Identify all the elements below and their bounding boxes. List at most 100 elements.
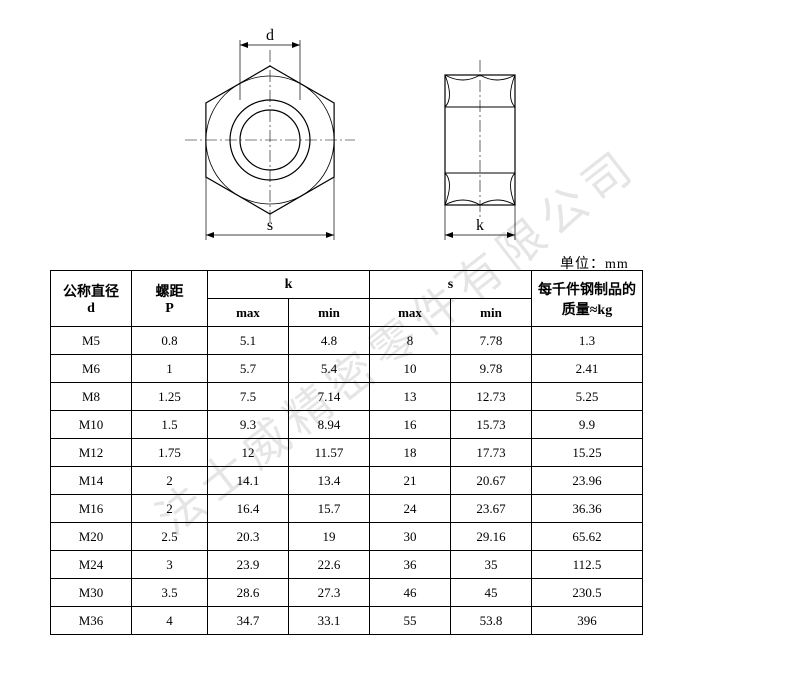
cell-d: M8	[51, 383, 132, 411]
cell-q: 9.9	[532, 411, 643, 439]
diagram-svg: d s	[150, 20, 590, 245]
cell-p: 2	[132, 467, 208, 495]
cell-kmax: 28.6	[208, 579, 289, 607]
header-row-1: 公称直径 d 螺距 P k s 每千件钢制品的 质量≈kg	[51, 271, 643, 299]
cell-smin: 12.73	[451, 383, 532, 411]
cell-smin: 45	[451, 579, 532, 607]
cell-d: M16	[51, 495, 132, 523]
cell-q: 112.5	[532, 551, 643, 579]
hdr-s-min: min	[451, 299, 532, 327]
cell-q: 1.3	[532, 327, 643, 355]
table-row: M101.59.38.941615.739.9	[51, 411, 643, 439]
cell-q: 5.25	[532, 383, 643, 411]
hdr-mass: 每千件钢制品的 质量≈kg	[532, 271, 643, 327]
cell-d: M24	[51, 551, 132, 579]
cell-kmin: 22.6	[289, 551, 370, 579]
cell-smax: 21	[370, 467, 451, 495]
hdr-d-line1: 公称直径	[51, 281, 131, 301]
cell-smax: 55	[370, 607, 451, 635]
table-row: M36434.733.15553.8396	[51, 607, 643, 635]
cell-q: 2.41	[532, 355, 643, 383]
cell-kmin: 33.1	[289, 607, 370, 635]
hdr-s: s	[370, 271, 532, 299]
table-row: M303.528.627.34645230.5	[51, 579, 643, 607]
table-row: M14214.113.42120.6723.96	[51, 467, 643, 495]
hdr-d-line2: d	[51, 301, 131, 317]
table-row: M24323.922.63635112.5	[51, 551, 643, 579]
hdr-p-line1: 螺距	[132, 281, 207, 301]
cell-kmax: 7.5	[208, 383, 289, 411]
cell-d: M10	[51, 411, 132, 439]
cell-kmin: 7.14	[289, 383, 370, 411]
cell-smin: 23.67	[451, 495, 532, 523]
cell-kmin: 27.3	[289, 579, 370, 607]
cell-q: 65.62	[532, 523, 643, 551]
page: d s	[0, 0, 790, 678]
spec-table: 公称直径 d 螺距 P k s 每千件钢制品的 质量≈kg max	[50, 270, 643, 635]
cell-kmax: 14.1	[208, 467, 289, 495]
cell-kmax: 5.7	[208, 355, 289, 383]
cell-kmin: 15.7	[289, 495, 370, 523]
table-row: M615.75.4109.782.41	[51, 355, 643, 383]
cell-kmax: 9.3	[208, 411, 289, 439]
cell-q: 36.36	[532, 495, 643, 523]
hdr-p-line2: P	[132, 301, 207, 317]
hdr-k-max: max	[208, 299, 289, 327]
cell-smax: 46	[370, 579, 451, 607]
hdr-mass-line2: 质量≈kg	[532, 299, 642, 319]
hdr-k: k	[208, 271, 370, 299]
table-body: M50.85.14.887.781.3M615.75.4109.782.41M8…	[51, 327, 643, 635]
cell-smax: 10	[370, 355, 451, 383]
cell-smin: 15.73	[451, 411, 532, 439]
cell-kmax: 23.9	[208, 551, 289, 579]
cell-kmin: 4.8	[289, 327, 370, 355]
cell-q: 15.25	[532, 439, 643, 467]
table-row: M81.257.57.141312.735.25	[51, 383, 643, 411]
hdr-s-max: max	[370, 299, 451, 327]
cell-smin: 53.8	[451, 607, 532, 635]
cell-kmin: 8.94	[289, 411, 370, 439]
dim-d-label: d	[266, 27, 274, 44]
cell-p: 4	[132, 607, 208, 635]
cell-smax: 16	[370, 411, 451, 439]
cell-kmax: 12	[208, 439, 289, 467]
cell-d: M14	[51, 467, 132, 495]
cell-p: 1.75	[132, 439, 208, 467]
hdr-p: 螺距 P	[132, 271, 208, 327]
cell-smin: 20.67	[451, 467, 532, 495]
cell-p: 2.5	[132, 523, 208, 551]
dim-k-label: k	[476, 217, 484, 234]
hdr-k-min: min	[289, 299, 370, 327]
cell-smax: 30	[370, 523, 451, 551]
cell-d: M6	[51, 355, 132, 383]
cell-d: M20	[51, 523, 132, 551]
cell-smin: 17.73	[451, 439, 532, 467]
cell-p: 2	[132, 495, 208, 523]
cell-smax: 18	[370, 439, 451, 467]
cell-smax: 24	[370, 495, 451, 523]
cell-kmin: 11.57	[289, 439, 370, 467]
cell-d: M30	[51, 579, 132, 607]
dim-s-label: s	[267, 217, 273, 234]
cell-p: 1.25	[132, 383, 208, 411]
cell-q: 230.5	[532, 579, 643, 607]
spec-table-container: 公称直径 d 螺距 P k s 每千件钢制品的 质量≈kg max	[50, 270, 643, 635]
cell-smax: 8	[370, 327, 451, 355]
cell-p: 3.5	[132, 579, 208, 607]
cell-smin: 7.78	[451, 327, 532, 355]
table-row: M16216.415.72423.6736.36	[51, 495, 643, 523]
hdr-mass-line1: 每千件钢制品的	[532, 279, 642, 299]
cell-q: 23.96	[532, 467, 643, 495]
cell-smin: 29.16	[451, 523, 532, 551]
cell-p: 1.5	[132, 411, 208, 439]
table-row: M121.751211.571817.7315.25	[51, 439, 643, 467]
cell-q: 396	[532, 607, 643, 635]
cell-smin: 9.78	[451, 355, 532, 383]
cell-p: 1	[132, 355, 208, 383]
cell-smin: 35	[451, 551, 532, 579]
cell-kmax: 16.4	[208, 495, 289, 523]
cell-kmax: 5.1	[208, 327, 289, 355]
table-row: M202.520.3193029.1665.62	[51, 523, 643, 551]
cell-d: M5	[51, 327, 132, 355]
cell-p: 3	[132, 551, 208, 579]
